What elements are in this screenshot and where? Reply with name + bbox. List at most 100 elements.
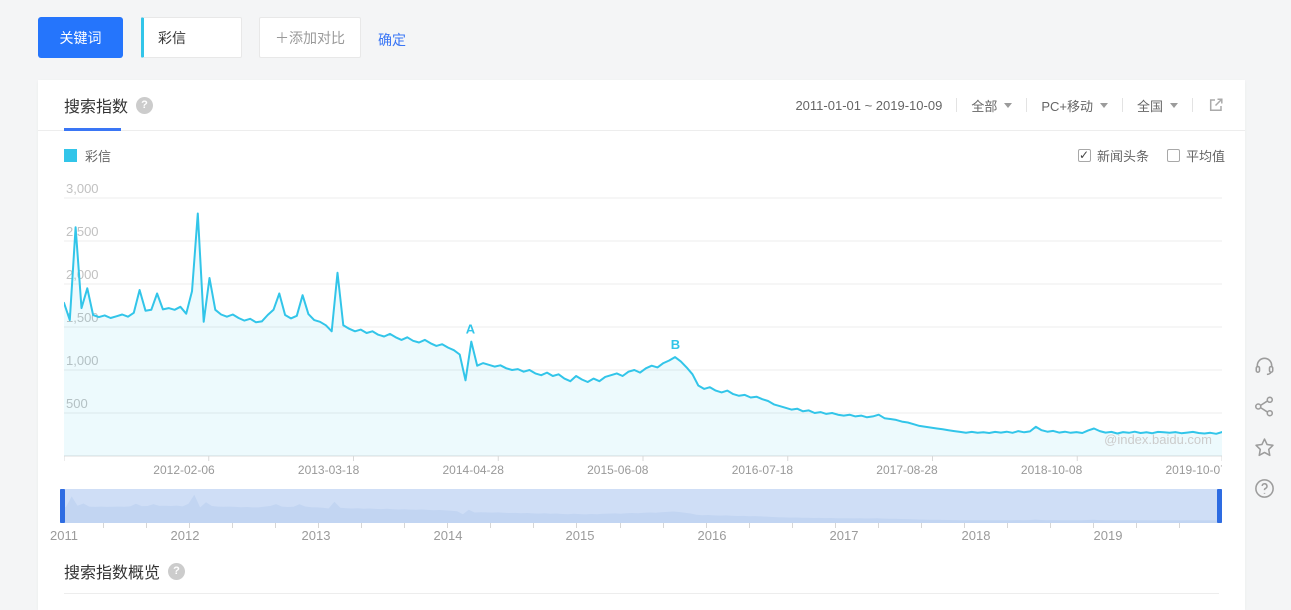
divider <box>1026 98 1028 112</box>
export-icon[interactable] <box>1207 96 1225 114</box>
keyword-input[interactable] <box>141 17 242 58</box>
annotation-B: B <box>671 337 680 352</box>
news-headlines-checkbox[interactable]: 新闻头条 <box>1077 146 1149 165</box>
series-area <box>64 213 1222 456</box>
average-label: 平均值 <box>1185 149 1225 164</box>
slider-handle-left[interactable] <box>60 489 65 523</box>
slider-tick <box>877 523 879 528</box>
overview-section-header: 搜索指数概览 ? <box>64 559 186 583</box>
overview-title: 搜索指数概览 <box>64 565 161 582</box>
side-toolbar <box>1247 354 1281 500</box>
device-dropdown[interactable]: PC+移动 <box>1041 96 1108 115</box>
slider-year-label: 2014 <box>433 528 463 543</box>
slider-year-label: 2017 <box>829 528 859 543</box>
scope-dropdown[interactable]: 全部 <box>971 96 1013 115</box>
divider <box>1121 98 1123 112</box>
scope-dropdown-value: 全部 <box>971 98 998 114</box>
slider-tick <box>662 523 664 528</box>
chevron-down-icon <box>1170 102 1178 108</box>
trend-chart: 500 1,000 1,500 2,000 2,500 3,000 2012-02-06 20… <box>64 181 1222 477</box>
slider-year-label: 2019 <box>1093 528 1123 543</box>
legend-item[interactable]: 彩信 <box>64 146 111 165</box>
x-axis-label: 2013-03-18 <box>298 463 360 477</box>
slider-tick <box>103 523 105 528</box>
legend-label: 彩信 <box>85 149 112 164</box>
slider-tick <box>447 523 449 528</box>
overview-divider <box>64 593 1219 594</box>
x-axis-label: 2014-04-28 <box>443 463 505 477</box>
y-axis-label: 1,000 <box>66 353 99 368</box>
slider-tick <box>1092 523 1094 528</box>
slider-year-label: 2013 <box>301 528 331 543</box>
chart-controls: 2011-01-01 ~ 2019-10-09 全部 PC+移动 全国 <box>795 95 1225 115</box>
help-icon[interactable]: ? <box>168 562 186 580</box>
add-compare-button[interactable]: ＋添加对比 <box>259 17 361 58</box>
help-circle-icon[interactable] <box>1253 477 1276 500</box>
x-axis-label: 2018-10-08 <box>1021 463 1083 477</box>
legend-swatch <box>64 149 77 162</box>
slider-tick <box>834 523 836 528</box>
search-index-tab[interactable]: 搜索指数 ? <box>64 93 154 117</box>
slider-tick <box>791 523 793 528</box>
slider-tick <box>920 523 922 528</box>
series-line <box>64 212 1222 435</box>
help-icon[interactable]: ? <box>136 96 154 114</box>
slider-year-label: 2018 <box>961 528 991 543</box>
slider-tick <box>1049 523 1051 528</box>
slider-tick <box>1006 523 1008 528</box>
tab-title: 搜索指数 <box>64 99 129 116</box>
slider-year-label: 2015 <box>565 528 595 543</box>
checkbox-icon <box>1166 149 1180 162</box>
slider-tick <box>361 523 363 528</box>
time-range-slider[interactable] <box>60 489 1222 523</box>
x-axis-label: 2017-08-28 <box>876 463 938 477</box>
y-axis-label: 2,500 <box>66 224 99 239</box>
region-dropdown[interactable]: 全国 <box>1137 96 1178 115</box>
minimap-area <box>60 494 1222 523</box>
slider-tick <box>533 523 535 528</box>
slider-tick <box>963 523 965 528</box>
slider-tick <box>705 523 707 528</box>
slider-tick <box>490 523 492 528</box>
share-icon[interactable] <box>1253 395 1276 418</box>
divider <box>1192 98 1193 112</box>
slider-tick <box>619 523 621 528</box>
y-axis-label: 3,000 <box>66 181 99 196</box>
search-index-card: 搜索指数 ? 2011-01-01 ~ 2019-10-09 全部 PC+移动 … <box>38 80 1245 610</box>
annotation-A: A <box>466 322 476 337</box>
slider-tick <box>318 523 320 528</box>
date-range-control[interactable]: 2011-01-01 ~ 2019-10-09 <box>795 97 943 113</box>
slider-year-label: 2012 <box>170 528 200 543</box>
headset-icon[interactable] <box>1253 354 1276 377</box>
slider-tick <box>275 523 277 528</box>
slider-tick <box>146 523 148 528</box>
slider-tick <box>1136 523 1137 528</box>
slider-handle-right[interactable] <box>1217 489 1222 523</box>
device-dropdown-value: PC+移动 <box>1041 98 1093 114</box>
x-axis-label: 2015-06-08 <box>587 463 649 477</box>
y-axis-label: 1,500 <box>66 310 99 325</box>
slider-tick <box>1179 523 1181 528</box>
y-axis-label: 2,000 <box>66 267 99 282</box>
y-axis-label: 500 <box>66 396 88 411</box>
slider-tick <box>232 523 234 528</box>
confirm-link[interactable]: 确定 <box>378 32 406 48</box>
region-dropdown-value: 全国 <box>1136 98 1163 114</box>
x-axis-label: 2016-07-18 <box>732 463 794 477</box>
active-tab-indicator <box>64 128 121 131</box>
slider-year-label: 2016 <box>697 528 727 543</box>
header-divider <box>38 130 1245 131</box>
slider-year-label: 2011 <box>50 528 78 543</box>
divider <box>956 98 958 112</box>
checkbox-icon <box>1077 148 1091 162</box>
keyword-type-button[interactable]: 关键词 <box>38 17 123 58</box>
average-checkbox[interactable]: 平均值 <box>1166 146 1225 165</box>
slider-tick <box>576 523 578 528</box>
x-axis-label: 2019-10-07 <box>1166 463 1222 477</box>
news-headlines-label: 新闻头条 <box>1096 149 1149 164</box>
overlay-checkboxes: 新闻头条 平均值 <box>1077 146 1225 165</box>
star-icon[interactable] <box>1253 436 1276 459</box>
chevron-down-icon <box>1099 102 1108 108</box>
chevron-down-icon <box>1004 102 1013 108</box>
